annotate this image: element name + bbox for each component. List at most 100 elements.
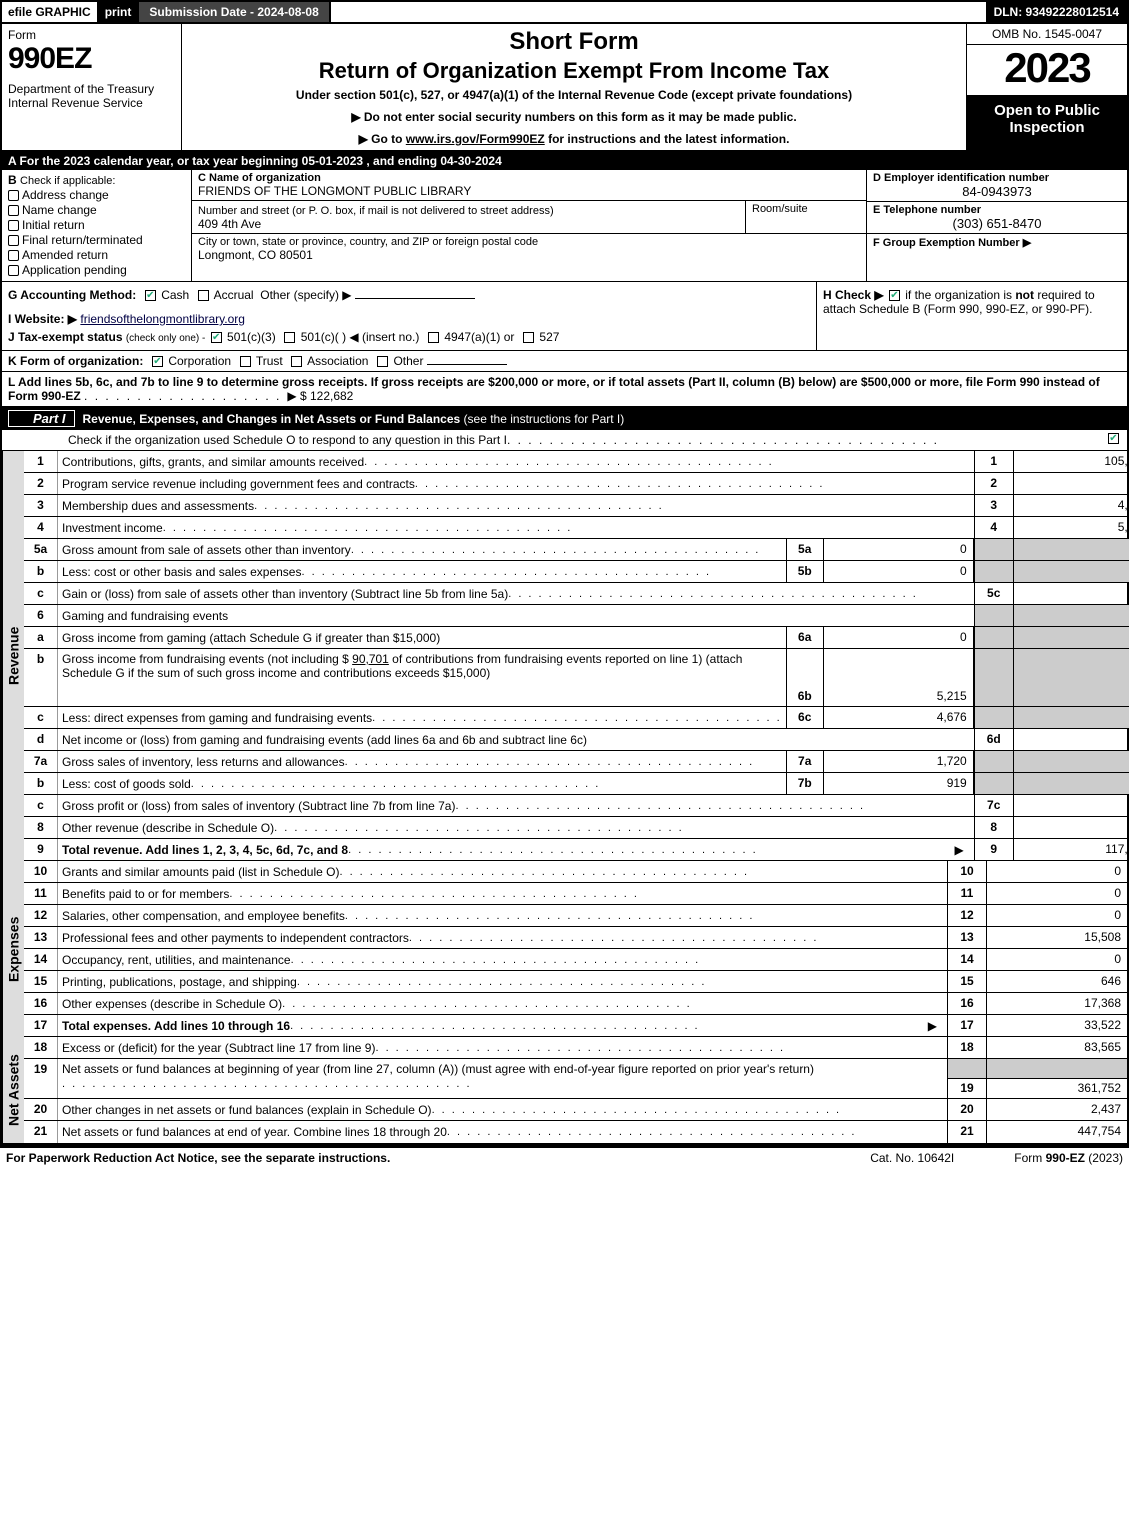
accrual-checkbox[interactable] bbox=[198, 290, 209, 301]
line-12: 12 Salaries, other compensation, and empl… bbox=[24, 905, 1127, 927]
room-suite-cell: Room/suite bbox=[746, 201, 866, 233]
city-row: City or town, state or province, country… bbox=[192, 234, 866, 264]
schedule-o-checkbox[interactable] bbox=[1108, 433, 1119, 444]
addr-label: Number and street (or P. O. box, if mail… bbox=[198, 205, 554, 217]
section-b: B Check if applicable: Address change Na… bbox=[2, 170, 192, 281]
line-value: 0 bbox=[987, 861, 1127, 882]
cash-checkbox[interactable] bbox=[145, 290, 156, 301]
line-desc: Gross sales of inventory, less returns a… bbox=[62, 755, 345, 769]
form-container: efile GRAPHIC print Submission Date - 20… bbox=[0, 0, 1129, 1147]
grey-cell bbox=[974, 605, 1014, 626]
k-trust: Trust bbox=[256, 354, 283, 368]
j-4947-checkbox[interactable] bbox=[428, 332, 439, 343]
irs-link[interactable]: www.irs.gov/Form990EZ bbox=[406, 132, 545, 146]
j-501c-checkbox[interactable] bbox=[284, 332, 295, 343]
omb-number: OMB No. 1545-0047 bbox=[967, 24, 1127, 45]
opt-address-change[interactable]: Address change bbox=[8, 188, 185, 202]
opt-name-change[interactable]: Name change bbox=[8, 203, 185, 217]
dots-icon bbox=[432, 1104, 943, 1116]
line-18: 18Excess or (deficit) for the year (Subt… bbox=[24, 1037, 1127, 1059]
line-desc: Net assets or fund balances at beginning… bbox=[62, 1062, 814, 1076]
dln-label: DLN: 93492228012514 bbox=[986, 2, 1127, 22]
line-17: 17Total expenses. Add lines 10 through 1… bbox=[24, 1015, 1127, 1037]
line-7a: 7a Gross sales of inventory, less return… bbox=[24, 751, 1129, 773]
line-num: b bbox=[24, 561, 58, 582]
footer-form: Form 990-EZ (2023) bbox=[1014, 1151, 1123, 1165]
j-501c3-checkbox[interactable] bbox=[211, 332, 222, 343]
k-other-checkbox[interactable] bbox=[377, 356, 388, 367]
line-num: 12 bbox=[24, 905, 58, 926]
line-num: c bbox=[24, 583, 58, 604]
h-checkbox[interactable] bbox=[889, 290, 900, 301]
row-l: L Add lines 5b, 6c, and 7b to line 9 to … bbox=[2, 372, 1127, 407]
k-trust-checkbox[interactable] bbox=[240, 356, 251, 367]
expenses-section: Expenses 10Grants and similar amounts pa… bbox=[2, 861, 1127, 1037]
line-value: 0 bbox=[1014, 473, 1129, 494]
line-colnum: 16 bbox=[947, 993, 987, 1014]
checkbox-icon bbox=[8, 265, 19, 276]
line-subval: 4,676 bbox=[824, 707, 974, 728]
line-num: 21 bbox=[24, 1121, 58, 1143]
line-num: 2 bbox=[24, 473, 58, 494]
line-num: 18 bbox=[24, 1037, 58, 1058]
part-i-title: Revenue, Expenses, and Changes in Net As… bbox=[83, 412, 461, 426]
dots-icon bbox=[291, 954, 943, 966]
line-6a: a Gross income from gaming (attach Sched… bbox=[24, 627, 1129, 649]
netassets-lines: 18Excess or (deficit) for the year (Subt… bbox=[24, 1037, 1127, 1143]
line-subnum: 7a bbox=[786, 751, 824, 772]
line-value: 17,368 bbox=[987, 993, 1127, 1014]
opt-amended-return[interactable]: Amended return bbox=[8, 248, 185, 262]
section-c: C Name of organization FRIENDS OF THE LO… bbox=[192, 170, 867, 281]
street-address: 409 4th Ave bbox=[198, 217, 261, 231]
line-desc: Membership dues and assessments bbox=[62, 499, 254, 513]
line-value: 0 bbox=[987, 883, 1127, 904]
dots-icon bbox=[229, 888, 943, 900]
line-desc: Printing, publications, postage, and shi… bbox=[62, 975, 297, 989]
line-value: 15,508 bbox=[987, 927, 1127, 948]
dots-icon bbox=[282, 998, 943, 1010]
grey-cell bbox=[974, 627, 1014, 648]
line-num: 4 bbox=[24, 517, 58, 538]
line-desc: Salaries, other compensation, and employ… bbox=[62, 909, 345, 923]
dots-icon bbox=[351, 544, 782, 556]
dots-icon bbox=[345, 756, 782, 768]
dots-icon bbox=[339, 866, 943, 878]
dots-icon bbox=[409, 932, 943, 944]
line-value: 5,097 bbox=[1014, 517, 1129, 538]
opt-application-pending[interactable]: Application pending bbox=[8, 263, 185, 277]
website-link[interactable]: friendsofthelongmontlibrary.org bbox=[80, 312, 245, 326]
part-i-sub: (see the instructions for Part I) bbox=[464, 412, 625, 426]
line-desc: Total expenses. Add lines 10 through 16 bbox=[62, 1019, 290, 1033]
line-num: 15 bbox=[24, 971, 58, 992]
line-16: 16 Other expenses (describe in Schedule O… bbox=[24, 993, 1127, 1015]
k-other-input[interactable] bbox=[427, 364, 507, 365]
grey-cell bbox=[974, 773, 1014, 794]
line-colnum: 2 bbox=[974, 473, 1014, 494]
line-desc: Less: direct expenses from gaming and fu… bbox=[62, 711, 372, 725]
line-subval: 5,215 bbox=[824, 649, 974, 706]
row-j: J Tax-exempt status (check only one) - 5… bbox=[8, 330, 810, 344]
revenue-lines: 1 Contributions, gifts, grants, and simi… bbox=[24, 451, 1129, 861]
expenses-sidebar: Expenses bbox=[2, 861, 24, 1037]
arrow-right-icon: ▶ bbox=[955, 843, 970, 857]
opt-initial-return[interactable]: Initial return bbox=[8, 218, 185, 232]
line-desc: Other expenses (describe in Schedule O) bbox=[62, 997, 282, 1011]
print-button[interactable]: print bbox=[99, 2, 140, 22]
line-colnum: 11 bbox=[947, 883, 987, 904]
line-value: 0 bbox=[987, 949, 1127, 970]
j-527-checkbox[interactable] bbox=[523, 332, 534, 343]
line-subval: 1,720 bbox=[824, 751, 974, 772]
k-assoc-checkbox[interactable] bbox=[291, 356, 302, 367]
opt-final-return[interactable]: Final return/terminated bbox=[8, 233, 185, 247]
addr-row: Number and street (or P. O. box, if mail… bbox=[192, 201, 866, 234]
ein-row: D Employer identification number 84-0943… bbox=[867, 170, 1127, 202]
checkbox-icon bbox=[8, 220, 19, 231]
line-value: 83,565 bbox=[987, 1037, 1127, 1058]
line-10: 10Grants and similar amounts paid (list … bbox=[24, 861, 1127, 883]
ein-label: D Employer identification number bbox=[873, 172, 1049, 184]
j-opt2b: ◀ (insert no.) bbox=[349, 330, 419, 344]
line-subval: 0 bbox=[824, 561, 974, 582]
other-specify-input[interactable] bbox=[355, 298, 475, 299]
k-corp-checkbox[interactable] bbox=[152, 356, 163, 367]
row-i: I Website: ▶ friendsofthelongmontlibrary… bbox=[8, 312, 810, 326]
